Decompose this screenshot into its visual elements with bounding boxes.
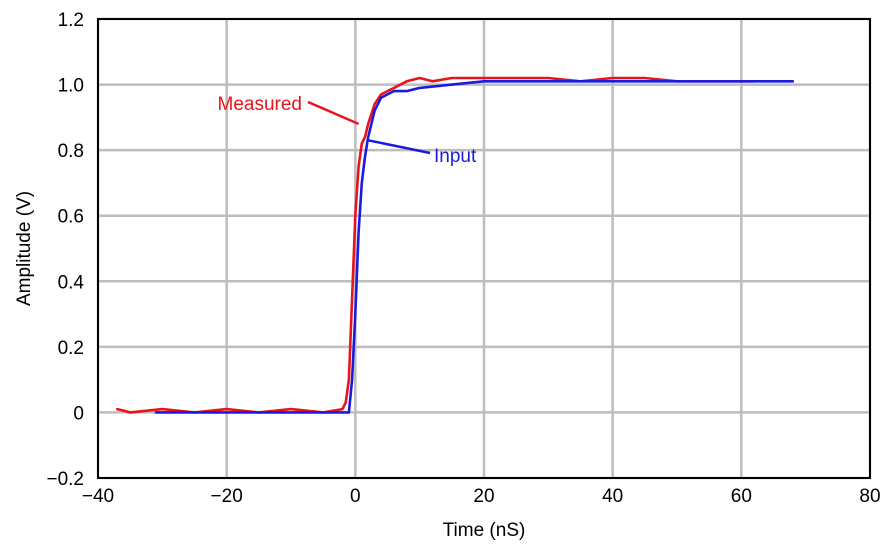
series-line-measured — [116, 76, 756, 414]
x-tick-label: 80 — [859, 486, 880, 507]
y-tick-label: 0.4 — [58, 272, 85, 293]
plot-frame — [97, 18, 871, 479]
y-tick-label: 1.0 — [58, 76, 84, 97]
annotation-leader-input — [367, 139, 431, 155]
y-tick-label: −0.2 — [46, 469, 84, 490]
gridlines — [96, 17, 872, 480]
y-tick-label: 0.2 — [58, 338, 84, 359]
annotations: Measured Input — [218, 94, 477, 167]
series-line-input — [154, 80, 795, 414]
annotation-leader-measured — [307, 100, 360, 126]
series-lines — [116, 76, 795, 414]
y-tick-label: 0.8 — [58, 141, 84, 162]
x-tick-label: −20 — [211, 486, 243, 507]
y-tick-labels: −0.2 0 0.2 0.4 0.6 0.8 1.0 1.2 — [46, 10, 84, 490]
x-tick-labels: −40 −20 0 20 40 60 80 — [82, 486, 881, 507]
y-tick-label: 0 — [73, 403, 84, 424]
y-tick-label: 1.2 — [58, 10, 84, 31]
x-axis-label: Time (nS) — [443, 520, 526, 541]
annotation-label-measured: Measured — [218, 94, 303, 115]
x-tick-label: 60 — [731, 486, 752, 507]
x-tick-label: 40 — [602, 486, 623, 507]
annotation-label-input: Input — [434, 146, 477, 167]
x-tick-label: 20 — [473, 486, 494, 507]
x-tick-label: 0 — [350, 486, 361, 507]
x-tick-label: −40 — [82, 486, 114, 507]
y-axis-label: Amplitude (V) — [14, 191, 35, 306]
y-tick-label: 0.6 — [58, 207, 84, 228]
